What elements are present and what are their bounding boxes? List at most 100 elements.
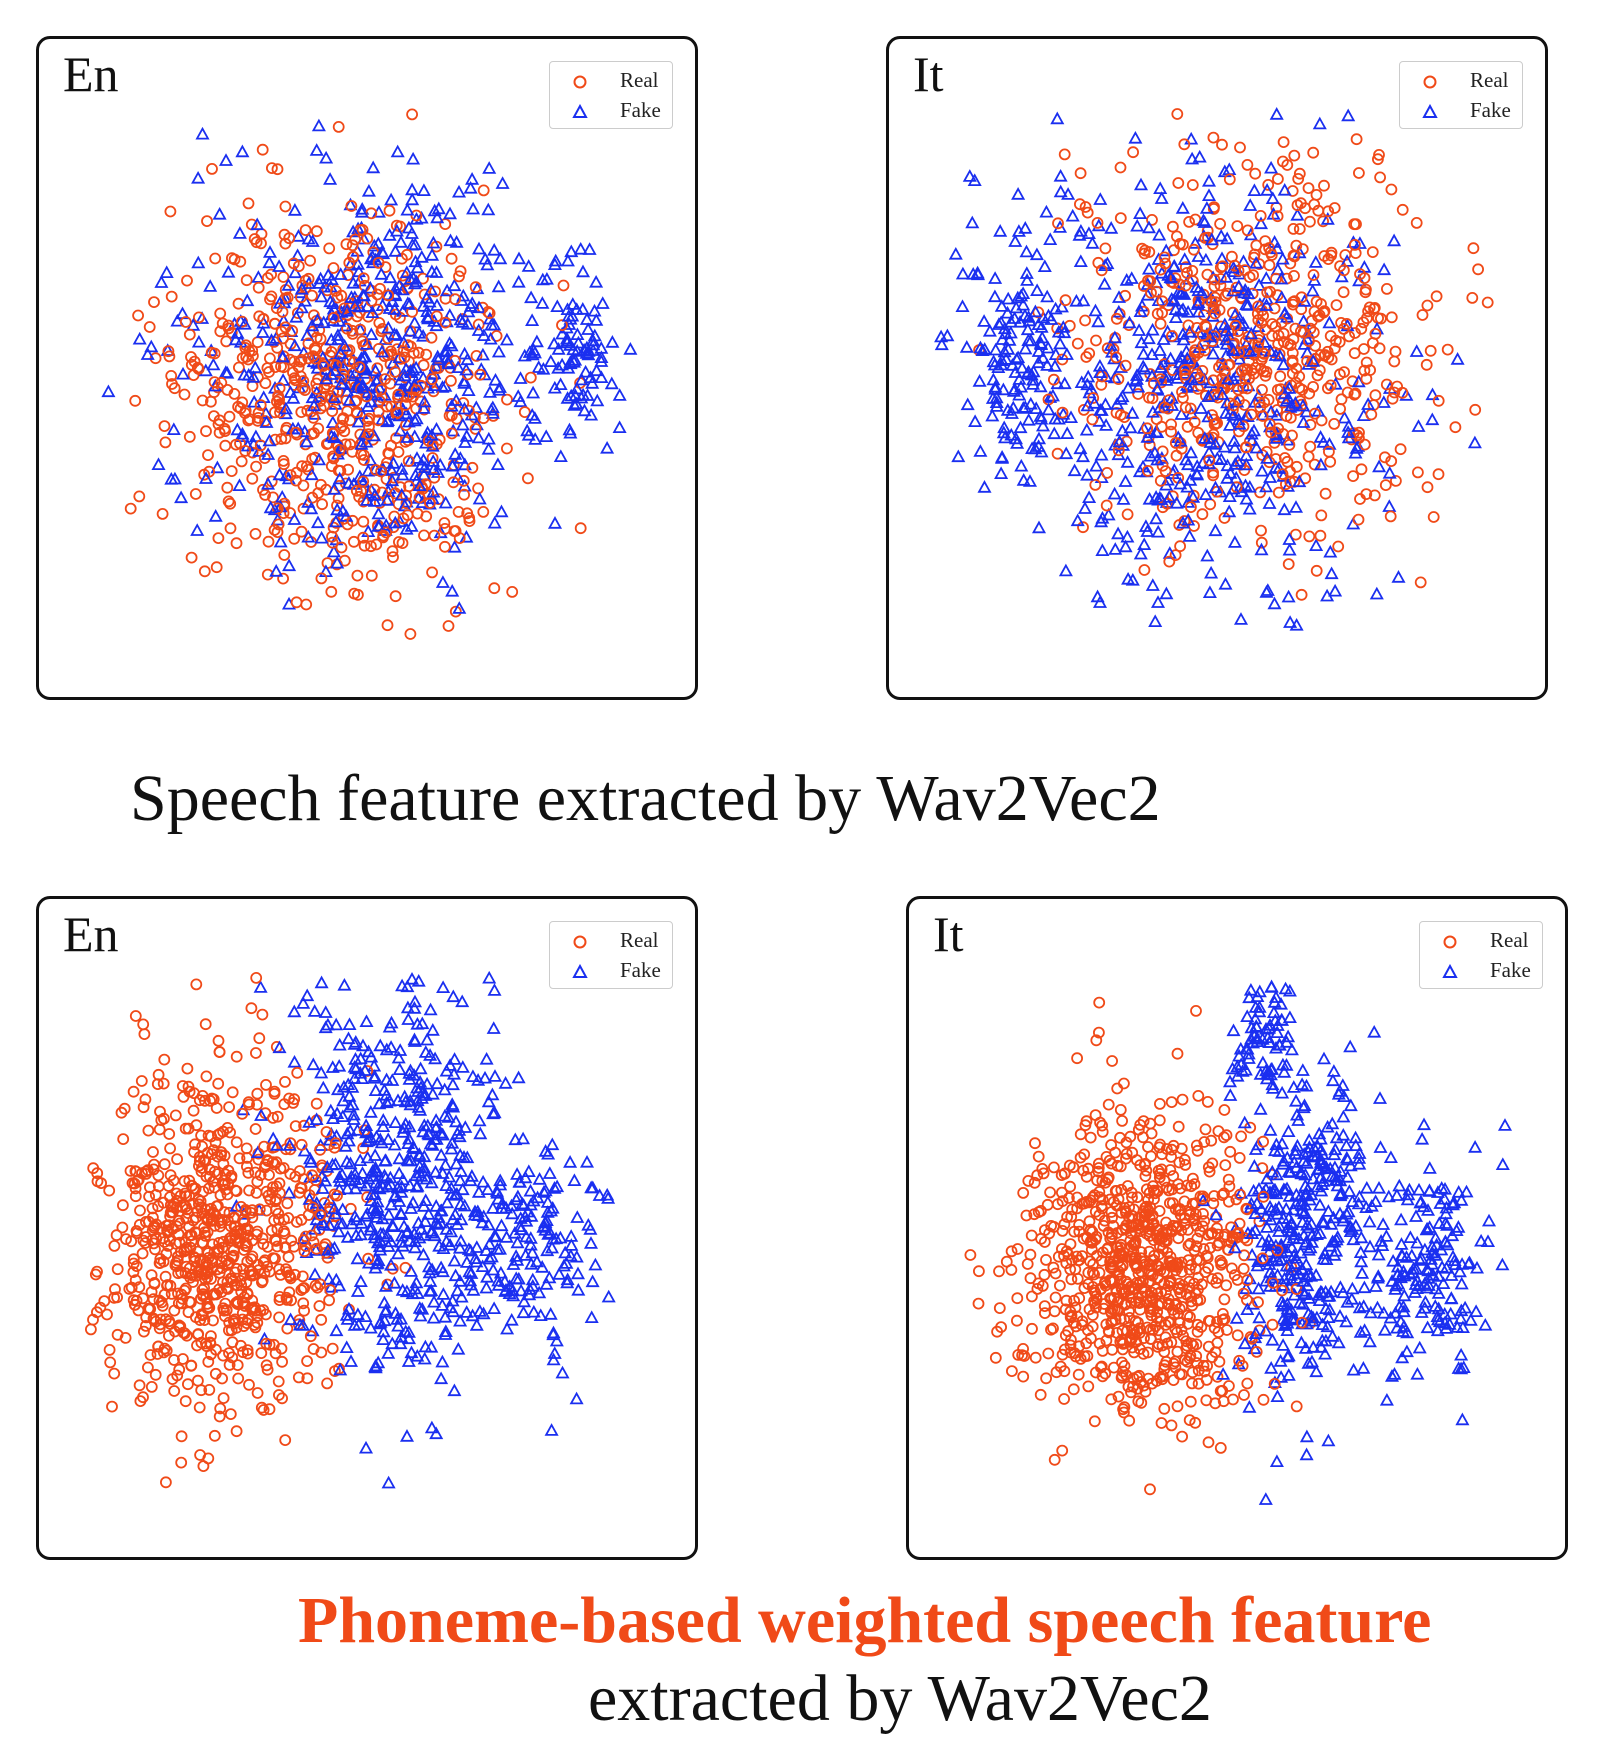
real-point — [1031, 1282, 1044, 1295]
real-point — [224, 497, 237, 510]
real-point — [152, 1169, 165, 1182]
real-point — [1289, 528, 1302, 541]
fake-point — [1108, 542, 1123, 555]
real-point — [1092, 1026, 1105, 1039]
fake-point — [1251, 1281, 1266, 1295]
real-point — [1077, 521, 1089, 534]
fake-point — [1093, 192, 1108, 205]
fake-point — [371, 1253, 386, 1267]
fake-point — [371, 236, 386, 250]
fake-point — [977, 342, 992, 355]
real-point — [314, 1143, 327, 1156]
fake-point — [389, 328, 404, 341]
fake-point — [426, 1310, 441, 1324]
real-point — [1138, 1158, 1151, 1171]
fake-point — [423, 282, 439, 296]
real-point — [111, 1291, 123, 1304]
real-point — [1388, 355, 1401, 368]
real-point — [1420, 358, 1433, 371]
real-point — [1136, 242, 1149, 255]
fake-point — [1284, 1240, 1299, 1254]
fake-point — [1000, 305, 1015, 319]
fake-point — [241, 367, 256, 381]
real-point — [134, 1204, 146, 1217]
fake-point — [425, 1023, 440, 1036]
fake-point — [951, 449, 966, 463]
fake-point — [1199, 201, 1214, 214]
real-point — [1218, 512, 1231, 524]
fake-point — [1241, 298, 1256, 311]
fake-point — [481, 441, 496, 455]
real-point — [195, 1129, 208, 1142]
real-point — [230, 537, 243, 550]
fake-point — [1112, 434, 1127, 448]
real-point — [1207, 374, 1220, 387]
fake-point — [529, 334, 544, 348]
real-point — [1137, 1115, 1150, 1128]
real-point — [175, 1430, 188, 1443]
real-point — [1290, 239, 1303, 252]
real-point — [1318, 305, 1331, 318]
real-point — [1219, 1159, 1232, 1172]
fake-point — [986, 372, 1001, 386]
real-point — [1295, 291, 1308, 304]
real-point — [242, 1166, 255, 1179]
real-point — [1110, 312, 1123, 325]
real-point — [1163, 394, 1176, 407]
real-point — [120, 1233, 132, 1246]
fake-point — [1454, 1276, 1469, 1290]
fake-point — [366, 160, 381, 174]
fake-point — [388, 1187, 403, 1201]
real-point — [87, 1313, 99, 1326]
real-point — [1472, 263, 1484, 276]
real-point — [212, 532, 225, 545]
real-point — [483, 307, 496, 320]
fake-point — [1312, 116, 1327, 130]
fake-point — [327, 482, 342, 495]
fake-point — [1088, 303, 1103, 317]
fake-point — [399, 1225, 414, 1239]
fake-point — [1031, 520, 1047, 534]
fake-point — [563, 1248, 578, 1262]
real-point — [207, 1314, 219, 1327]
real-point — [179, 1395, 192, 1408]
real-point — [272, 1375, 285, 1388]
real-point — [1226, 306, 1239, 319]
fake-point — [459, 529, 474, 543]
fake-point — [208, 509, 223, 522]
fake-point — [454, 1164, 469, 1177]
fake-point — [1277, 502, 1292, 516]
fake-point — [415, 1016, 430, 1030]
real-point — [257, 1404, 270, 1416]
fake-point — [492, 1241, 508, 1255]
fake-point — [1260, 451, 1275, 464]
real-point — [217, 1302, 230, 1315]
real-point — [297, 479, 310, 492]
fake-point — [350, 1284, 365, 1297]
real-point — [1322, 445, 1335, 458]
fake-point — [1185, 372, 1200, 386]
fake-point — [1152, 343, 1167, 356]
fake-point — [522, 345, 537, 358]
real-point — [324, 1284, 337, 1297]
fake-point — [399, 1284, 414, 1298]
fake-point — [210, 460, 225, 474]
legend: Real Fake — [549, 61, 673, 129]
fake-point — [359, 337, 374, 350]
real-point — [216, 317, 229, 330]
real-point — [993, 1302, 1006, 1315]
fake-point — [438, 1309, 453, 1323]
real-point — [283, 1092, 296, 1105]
real-point — [201, 1271, 214, 1284]
fake-point — [556, 1258, 571, 1272]
fake-point — [1312, 1197, 1327, 1211]
real-point — [1175, 1323, 1188, 1336]
fake-point — [1438, 1216, 1453, 1229]
fake-point — [1495, 1157, 1510, 1171]
real-point — [973, 1265, 985, 1278]
real-point — [231, 1279, 244, 1292]
real-point — [331, 291, 344, 304]
fake-point — [451, 360, 466, 374]
real-point — [1174, 540, 1187, 553]
real-point — [1058, 148, 1071, 161]
